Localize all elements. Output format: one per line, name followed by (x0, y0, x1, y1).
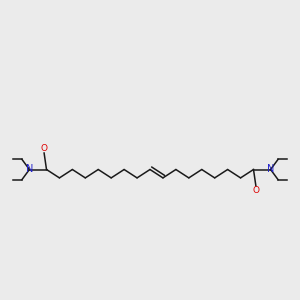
Text: O: O (40, 144, 48, 153)
Text: N: N (26, 164, 33, 175)
Text: O: O (252, 186, 260, 195)
Text: N: N (267, 164, 274, 175)
